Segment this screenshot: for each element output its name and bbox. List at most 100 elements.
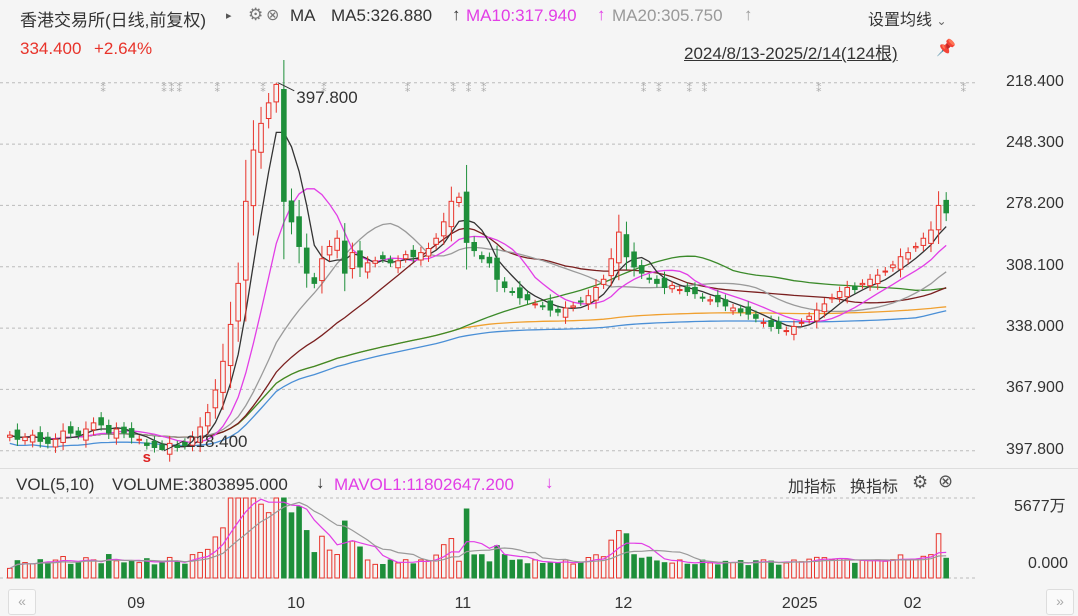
candle-body (113, 428, 120, 439)
event-marker-icon: ⁑ (961, 82, 967, 95)
volume-bar (14, 560, 21, 579)
volume-bar (326, 549, 333, 579)
volume-bar (783, 562, 790, 579)
candlestick (486, 252, 493, 268)
pin-icon[interactable]: 📌 (936, 40, 956, 57)
volume-bar (67, 563, 74, 579)
volume-bar (577, 561, 584, 579)
candle-body (859, 282, 866, 286)
candle-body (547, 300, 554, 311)
scroll-left-button[interactable]: « (8, 589, 36, 615)
close-icon[interactable]: ⊗ (266, 7, 280, 24)
candle-body (539, 305, 546, 308)
volume-bar (341, 520, 348, 579)
candlestick (463, 164, 470, 270)
candle-body (281, 89, 287, 202)
volume-bar (943, 557, 949, 579)
volume-bar (334, 554, 340, 579)
volume-bar (113, 560, 120, 579)
scroll-right-button[interactable]: » (1046, 589, 1074, 615)
candlestick (341, 223, 348, 292)
ma20-value: MA20:305.750 (612, 6, 723, 25)
add-indicator-button[interactable]: 加指标 (788, 479, 837, 496)
candlestick (821, 297, 828, 318)
candle-body (273, 83, 280, 103)
candle-body (783, 330, 790, 333)
candlestick (182, 438, 188, 450)
candlestick (753, 310, 759, 323)
volume-ma-lines (9, 498, 947, 569)
candlestick (631, 242, 637, 277)
candle-body (296, 216, 302, 247)
event-marker-icon: ⁑ (321, 82, 327, 95)
volume-bar (60, 556, 66, 579)
candlestick (52, 433, 59, 453)
candlestick (692, 282, 698, 299)
candlestick (760, 318, 767, 328)
low-pointer (163, 440, 185, 452)
gear-icon[interactable]: ⚙ (912, 472, 929, 492)
volume-bar (684, 563, 691, 579)
candlestick (319, 245, 325, 294)
volume-bar (45, 562, 51, 579)
candlestick (813, 302, 820, 329)
price-gridlines (0, 82, 975, 452)
candle-body (692, 286, 698, 295)
volume-bar (98, 563, 104, 579)
candle-body (243, 200, 249, 281)
play-triangle-icon[interactable]: ▸ (226, 10, 232, 22)
settings-ma-button[interactable]: 设置均线 ⌄ (868, 6, 947, 30)
candlestick (479, 251, 485, 263)
switch-indicator-button[interactable]: 换指标 (850, 479, 899, 496)
event-marker-icon: ⁑ (702, 82, 708, 95)
volume-bar (90, 559, 97, 579)
candlestick (935, 191, 942, 244)
ma5-up-arrow: ↑ (452, 5, 461, 24)
candle-body (159, 444, 165, 451)
time-tick-label: 09 (127, 595, 146, 612)
vol-label: VOL(5,10) (16, 475, 95, 494)
volume-bar (402, 559, 409, 579)
volume-bar (159, 562, 165, 579)
candle-body (829, 297, 835, 300)
candle-body (813, 309, 820, 322)
volume-bar (121, 562, 127, 579)
ma10-line (9, 188, 947, 444)
high-pointer (278, 82, 295, 92)
candlestick (646, 274, 653, 284)
candlestick (45, 432, 51, 449)
volume-bar (829, 559, 835, 579)
candle-body (791, 325, 797, 335)
volume-bar (874, 559, 881, 579)
volume-bar (364, 559, 371, 579)
volume-bar (372, 563, 379, 579)
candlestick (456, 192, 462, 208)
candle-body (311, 277, 318, 284)
candle-body (570, 305, 576, 308)
candle-body (943, 199, 949, 214)
date-range[interactable]: 2024/8/13-2025/2/14(124根) (684, 44, 898, 63)
close-icon[interactable]: ⊗ (938, 471, 954, 491)
candlestick (387, 255, 394, 267)
candlestick (418, 246, 424, 266)
candlestick (661, 271, 668, 295)
volume-bar (859, 559, 866, 579)
candlestick (494, 245, 500, 292)
candle-body (623, 234, 630, 258)
candle-body (136, 438, 143, 441)
candlestick (90, 417, 97, 436)
volume-bar (227, 497, 234, 579)
gear-icon[interactable]: ⚙ (248, 5, 264, 24)
volume-bar (509, 559, 516, 579)
volume-bar (22, 562, 28, 579)
volume-bar (37, 559, 44, 579)
volume-bar (676, 559, 683, 579)
volume-bar (52, 559, 59, 579)
mavol10-line (9, 501, 947, 569)
candle-body (699, 296, 706, 299)
candlestick (75, 426, 82, 440)
volume-bar (524, 563, 531, 579)
candlestick (364, 256, 371, 279)
candle-body (45, 436, 51, 444)
candle-body (189, 436, 196, 446)
